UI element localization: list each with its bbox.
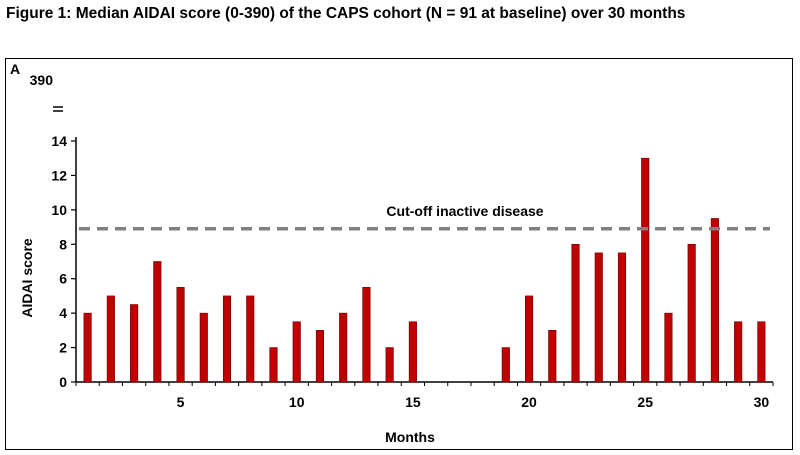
y-tick-label: 4	[59, 305, 67, 321]
chart-frame: A 390 0 2 4 6 8 10 12 14 5 10 15 20 25 30 Cut-off ina…	[5, 58, 793, 450]
bar-month-22	[571, 243, 580, 383]
bar-month-3	[130, 304, 139, 383]
cutoff-label: Cut-off inactive disease	[386, 203, 543, 219]
bar-month-4	[153, 261, 162, 383]
x-tick-label: 20	[521, 394, 537, 410]
x-tick-label: 15	[405, 394, 421, 410]
bar-month-8	[246, 295, 255, 383]
y-axis-label: AIDAI score	[19, 238, 35, 318]
y-tick-label: 10	[51, 202, 67, 218]
bar-month-12	[339, 312, 348, 383]
bar-month-13	[362, 287, 371, 383]
bar-month-26	[664, 312, 673, 383]
y-tick-label: 12	[51, 167, 67, 183]
bar-month-29	[734, 321, 743, 383]
bar-month-11	[315, 330, 325, 383]
bar-month-20	[524, 295, 534, 383]
bar-month-9	[269, 347, 278, 383]
x-tick-label: 25	[637, 394, 653, 410]
panel-label: A	[10, 61, 20, 77]
bar-month-23	[594, 252, 603, 383]
y-tick-label: 14	[51, 133, 67, 149]
x-axis-label: Months	[385, 429, 435, 445]
bar-month-30	[757, 321, 766, 383]
bar-month-1	[83, 312, 92, 383]
bar-chart: A 390 0 2 4 6 8 10 12 14 5 10 15 20 25 30 Cut-off ina…	[10, 61, 774, 445]
bar-month-10	[292, 321, 301, 383]
y-tick-label: 6	[59, 271, 67, 287]
bar-month-6	[199, 312, 208, 383]
y-tick-label: 2	[59, 340, 67, 356]
bar-month-28	[710, 218, 719, 383]
bar-month-14	[385, 347, 394, 383]
bar-month-15	[408, 321, 417, 383]
x-tick-label: 5	[177, 394, 185, 410]
bar-month-21	[548, 330, 557, 383]
x-tick-label: 10	[289, 394, 305, 410]
figure-title: Figure 1: Median AIDAI score (0-390) of …	[6, 5, 686, 22]
bar-month-24	[617, 252, 627, 383]
bar-month-5	[176, 287, 185, 383]
y-tick-label: 8	[59, 236, 67, 252]
y-tick-label: 0	[59, 374, 67, 390]
x-tick-label: 30	[754, 394, 770, 410]
bar-month-27	[687, 243, 696, 383]
bar-month-2	[106, 295, 115, 383]
bar-month-19	[501, 347, 510, 383]
bar-month-25	[641, 157, 650, 383]
bar-month-7	[222, 295, 232, 383]
y-axis-max-label: 390	[30, 72, 54, 88]
